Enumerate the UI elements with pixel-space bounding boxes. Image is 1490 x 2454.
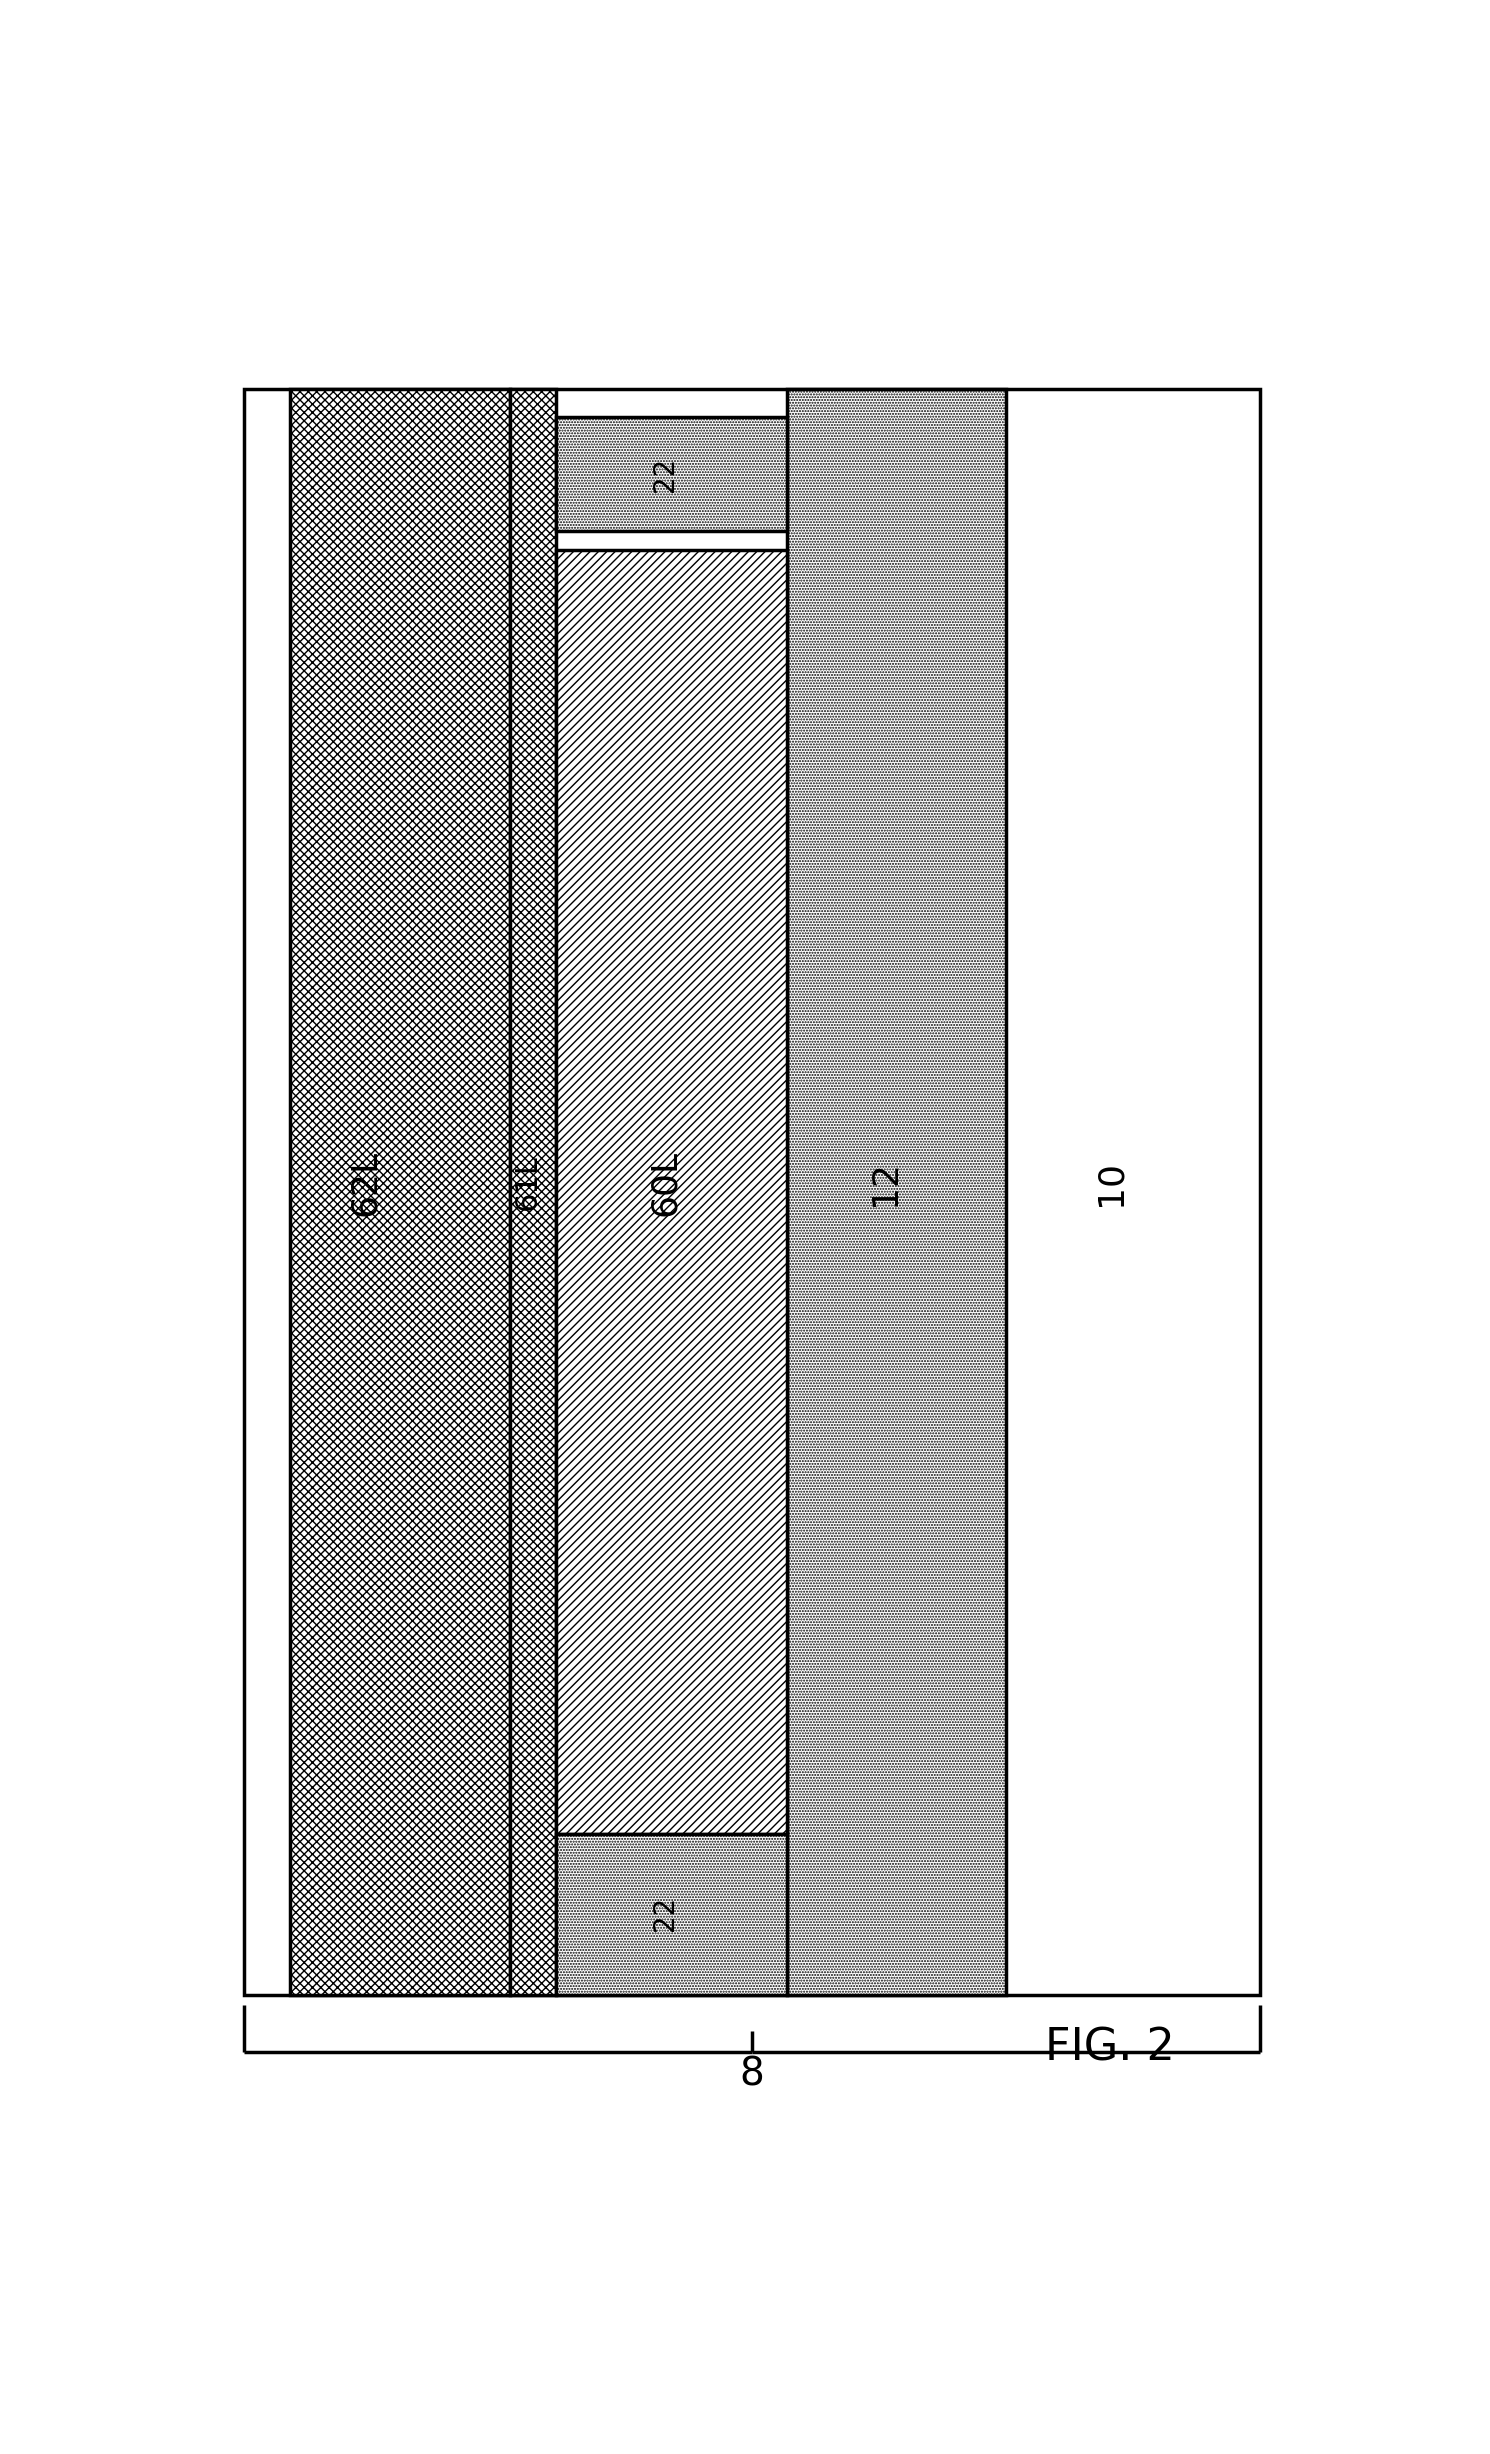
Text: 62L: 62L: [349, 1148, 383, 1215]
Bar: [510, 390, 556, 1995]
Text: 8: 8: [739, 2056, 764, 2093]
Bar: [291, 390, 510, 1995]
Text: 22: 22: [651, 1897, 679, 1931]
Bar: [244, 390, 1261, 1995]
Bar: [787, 390, 1006, 1995]
Bar: [556, 550, 787, 1836]
Text: 22: 22: [651, 456, 679, 491]
Bar: [556, 417, 787, 530]
Text: 10: 10: [1094, 1161, 1126, 1205]
Bar: [556, 1836, 787, 1995]
Text: 61L: 61L: [513, 1156, 541, 1210]
Text: 12: 12: [867, 1161, 901, 1205]
Text: FIG. 2: FIG. 2: [1044, 2027, 1176, 2069]
Text: 60L: 60L: [648, 1148, 682, 1215]
